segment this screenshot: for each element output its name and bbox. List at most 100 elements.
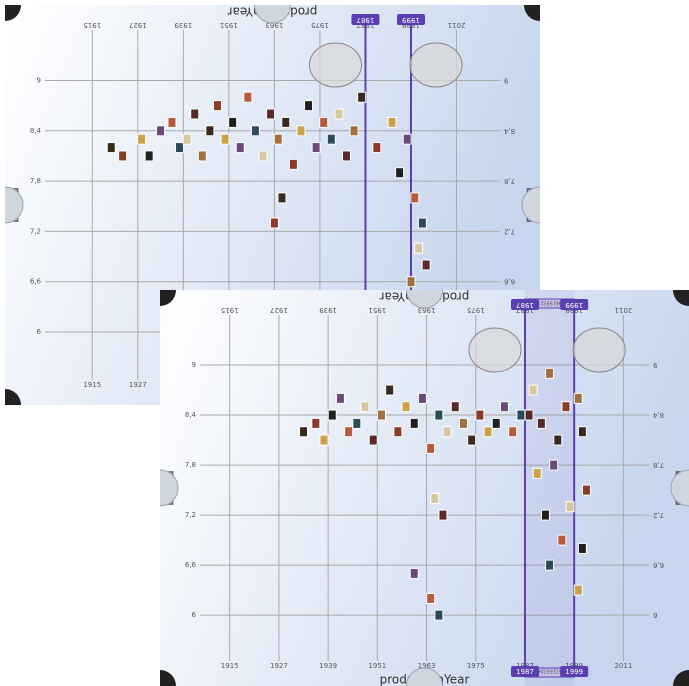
panel: 1915191519271927193919391951195119631963…	[142, 272, 689, 686]
movie-thumbnail	[327, 134, 335, 144]
y-tick-label-mirrored: 6	[652, 611, 657, 619]
movie-thumbnail	[388, 117, 396, 127]
movie-thumbnail	[138, 134, 146, 144]
movie-thumbnail	[541, 510, 549, 520]
movie-thumbnail	[213, 101, 221, 111]
movie-thumbnail	[320, 117, 328, 127]
movie-thumbnail	[119, 151, 127, 161]
movie-thumbnail	[415, 243, 423, 253]
movie-thumbnail	[206, 126, 214, 136]
movie-thumbnail	[525, 410, 533, 420]
selection-handle-label-mirrored: 1999	[402, 16, 420, 24]
movie-thumbnail	[305, 101, 313, 111]
y-tick-label-mirrored: 7,8	[504, 177, 515, 185]
screen: 1915191519271927193919391951195119631963…	[0, 0, 689, 686]
movie-thumbnail	[410, 568, 418, 578]
movie-thumbnail	[168, 117, 176, 127]
y-tick-label: 7,2	[185, 511, 196, 519]
y-tick-label-mirrored: 6,6	[652, 561, 664, 569]
movie-thumbnail	[411, 193, 419, 203]
movie-thumbnail	[289, 159, 297, 169]
movie-thumbnail	[259, 151, 267, 161]
movie-thumbnail	[500, 402, 508, 412]
movie-thumbnail	[574, 393, 582, 403]
y-tick-label: 7,2	[30, 227, 41, 235]
movie-thumbnail	[300, 427, 308, 437]
movie-thumbnail	[574, 585, 582, 595]
movie-thumbnail	[533, 468, 541, 478]
movie-thumbnail	[459, 418, 467, 428]
selection-handle-label-mirrored: 1987	[516, 301, 534, 309]
selection-handle-label: 1999	[565, 668, 583, 676]
movie-thumbnail	[386, 385, 394, 395]
selection-tick-label-mirrored: 1993	[543, 300, 556, 306]
x-tick-label-mirrored: 1927	[129, 21, 147, 29]
movie-thumbnail	[377, 410, 385, 420]
y-tick-label: 6,6	[185, 561, 197, 569]
movie-thumbnail	[107, 143, 115, 153]
movie-thumbnail	[422, 260, 430, 270]
movie-thumbnail	[402, 402, 410, 412]
selection-band	[525, 290, 574, 686]
selection-handle-label: 1987	[516, 668, 534, 676]
movie-thumbnail	[517, 410, 525, 420]
y-tick-label-mirrored: 7,2	[504, 227, 515, 235]
movie-thumbnail	[336, 393, 344, 403]
movie-thumbnail	[554, 435, 562, 445]
y-tick-label-mirrored: 7,2	[653, 511, 664, 519]
movie-thumbnail	[176, 143, 184, 153]
x-tick-label: 1975	[467, 662, 485, 670]
movie-thumbnail	[578, 543, 586, 553]
y-tick-label: 6	[37, 328, 42, 336]
movie-thumbnail	[297, 126, 305, 136]
x-tick-label: 1951	[368, 662, 386, 670]
y-tick-label-mirrored: 6,6	[503, 278, 515, 286]
y-tick-label: 6,6	[30, 278, 42, 286]
y-tick-label: 6	[192, 611, 197, 619]
movie-thumbnail	[373, 143, 381, 153]
movie-thumbnail	[484, 427, 492, 437]
movie-thumbnail	[407, 277, 415, 287]
x-tick-label-mirrored: 1939	[319, 306, 337, 314]
movie-thumbnail	[350, 126, 358, 136]
movie-thumbnail	[353, 418, 361, 428]
movie-thumbnail	[342, 151, 350, 161]
y-tick-label-mirrored: 8,4	[503, 127, 515, 135]
movie-thumbnail	[558, 535, 566, 545]
edge-knob	[142, 470, 178, 506]
movie-thumbnail	[221, 134, 229, 144]
movie-thumbnail	[492, 418, 500, 428]
movie-thumbnail	[582, 485, 590, 495]
movie-thumbnail	[369, 435, 377, 445]
x-tick-label: 1927	[270, 662, 288, 670]
x-tick-label-mirrored: 1975	[467, 306, 485, 314]
movie-thumbnail	[435, 610, 443, 620]
selection-tick-label: 1993	[543, 670, 556, 676]
x-tick-label-mirrored: 1951	[220, 21, 238, 29]
x-tick-label-mirrored: 1915	[221, 306, 239, 314]
edge-knob	[522, 187, 558, 223]
hand-gesture	[309, 43, 361, 87]
movie-thumbnail	[418, 218, 426, 228]
movie-thumbnail	[443, 427, 451, 437]
movie-thumbnail	[270, 218, 278, 228]
x-tick-label-mirrored: 1951	[368, 306, 386, 314]
y-tick-label-mirrored: 7,8	[653, 461, 664, 469]
movie-thumbnail	[278, 193, 286, 203]
y-tick-label: 7,8	[185, 461, 196, 469]
movie-thumbnail	[403, 134, 411, 144]
x-tick-label-mirrored: 2011	[614, 306, 632, 314]
hand-gesture	[573, 328, 625, 372]
y-tick-label-mirrored: 8,4	[652, 411, 664, 419]
hand-gesture	[469, 328, 521, 372]
y-tick-label: 8,4	[30, 127, 42, 135]
selection-handle-label-mirrored: 1999	[565, 301, 583, 309]
movie-thumbnail	[427, 443, 435, 453]
movie-thumbnail	[562, 402, 570, 412]
movie-thumbnail	[431, 493, 439, 503]
movie-thumbnail	[328, 410, 336, 420]
movie-thumbnail	[546, 560, 554, 570]
movie-thumbnail	[566, 502, 574, 512]
x-tick-label-mirrored: 1927	[270, 306, 288, 314]
movie-thumbnail	[529, 385, 537, 395]
